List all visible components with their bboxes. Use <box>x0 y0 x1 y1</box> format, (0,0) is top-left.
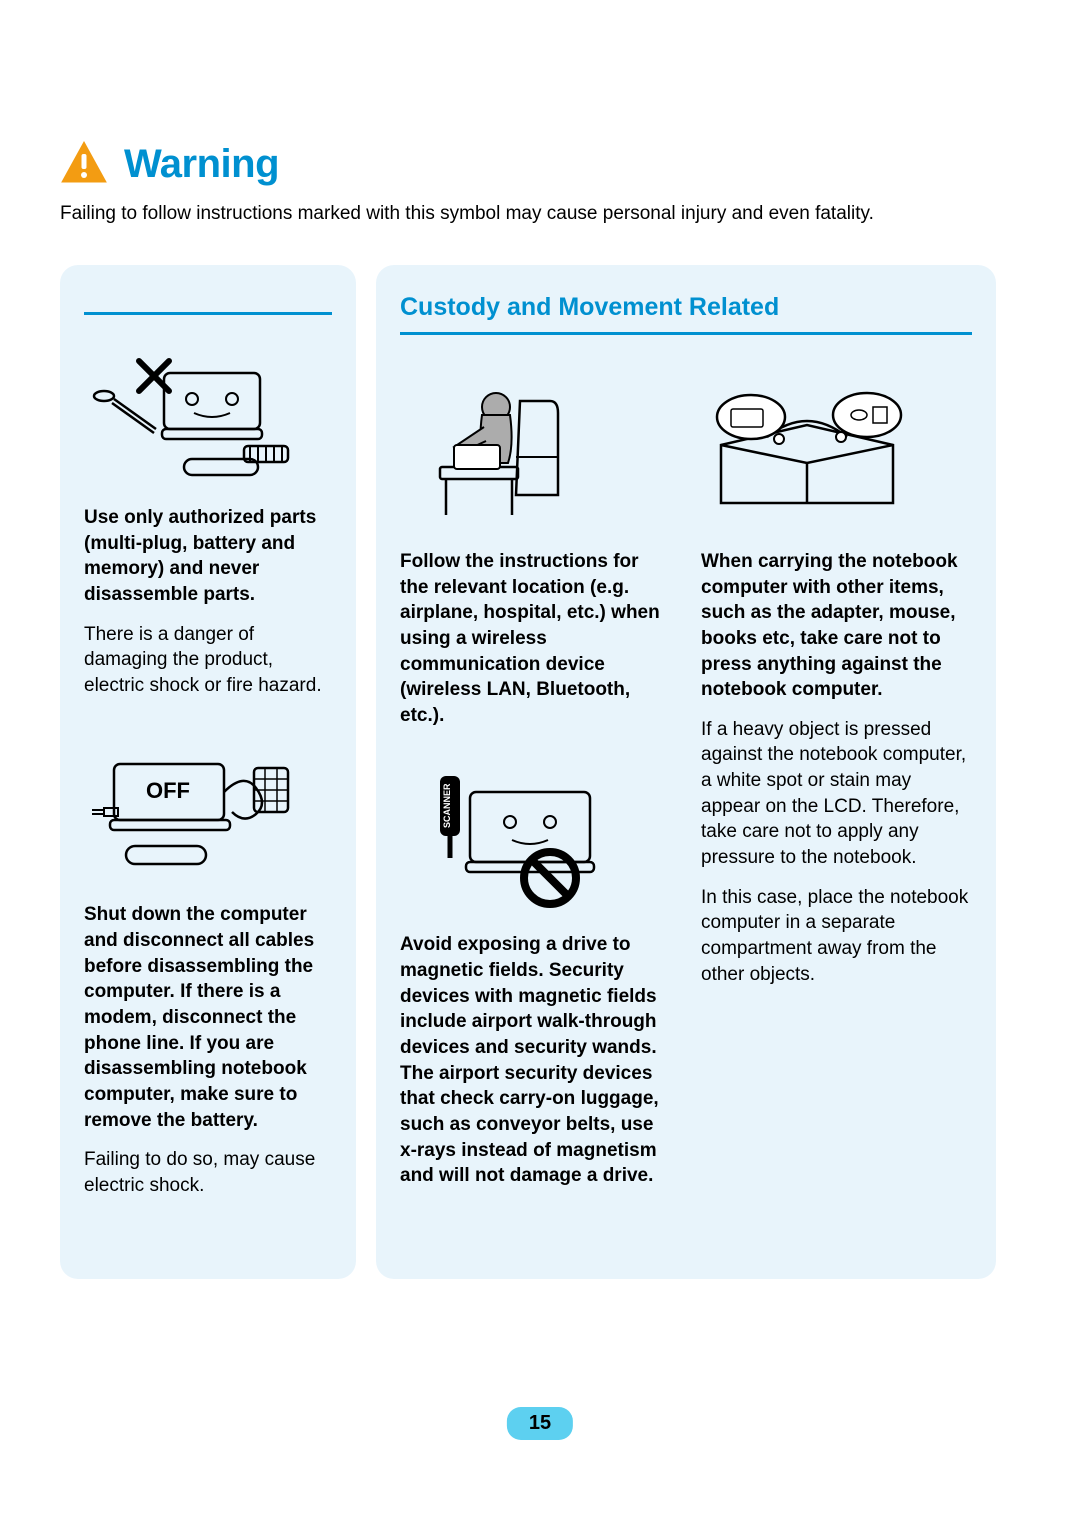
document-page: Warning Failing to follow instructions m… <box>0 0 1080 1279</box>
right-double-container: Follow the instructions for the relevant… <box>400 385 972 1229</box>
right-panel: Custody and Movement Related <box>376 265 996 1279</box>
safety-regular: In this case, place the notebook compute… <box>701 885 972 988</box>
safety-item: SCANNER Avoid exposing a drive to magnet… <box>400 768 671 1188</box>
safety-item: Follow the instructions for the relevant… <box>400 385 671 728</box>
safety-bold: Follow the instructions for the relevant… <box>400 549 671 728</box>
safety-regular: Failing to do so, may cause electric sho… <box>84 1147 332 1198</box>
illustration-bag <box>701 385 911 525</box>
illustration-off: OFF <box>84 738 294 878</box>
left-panel-rule <box>84 293 332 315</box>
svg-text:SCANNER: SCANNER <box>442 783 452 828</box>
warning-icon <box>60 140 108 189</box>
right-subcol-b: When carrying the notebook computer with… <box>701 385 972 1229</box>
safety-regular: There is a danger of damaging the produc… <box>84 622 332 699</box>
right-subcol-a: Follow the instructions for the relevant… <box>400 385 671 1229</box>
safety-bold: When carrying the notebook computer with… <box>701 549 972 703</box>
illustration-airplane <box>400 385 610 525</box>
svg-text:OFF: OFF <box>146 778 190 803</box>
page-number-badge: 15 <box>507 1407 573 1440</box>
illustration-disassemble <box>84 341 294 481</box>
safety-bold: Shut down the computer and disconnect al… <box>84 902 332 1133</box>
left-panel: Use only authorized parts (multi-plug, b… <box>60 265 356 1279</box>
right-section-title: Custody and Movement Related <box>400 293 972 335</box>
safety-bold: Avoid exposing a drive to magnetic field… <box>400 932 671 1188</box>
safety-item: Use only authorized parts (multi-plug, b… <box>84 341 332 698</box>
columns-container: Use only authorized parts (multi-plug, b… <box>60 265 1020 1279</box>
safety-regular: If a heavy object is pressed against the… <box>701 717 972 871</box>
safety-item: OFF Shut down the computer an <box>84 738 332 1198</box>
safety-bold: Use only authorized parts (multi-plug, b… <box>84 505 332 608</box>
illustration-scanner: SCANNER <box>400 768 610 908</box>
warning-header: Warning <box>60 140 1020 189</box>
warning-subtext: Failing to follow instructions marked wi… <box>60 203 1020 225</box>
safety-item: When carrying the notebook computer with… <box>701 385 972 987</box>
warning-title: Warning <box>124 142 279 187</box>
